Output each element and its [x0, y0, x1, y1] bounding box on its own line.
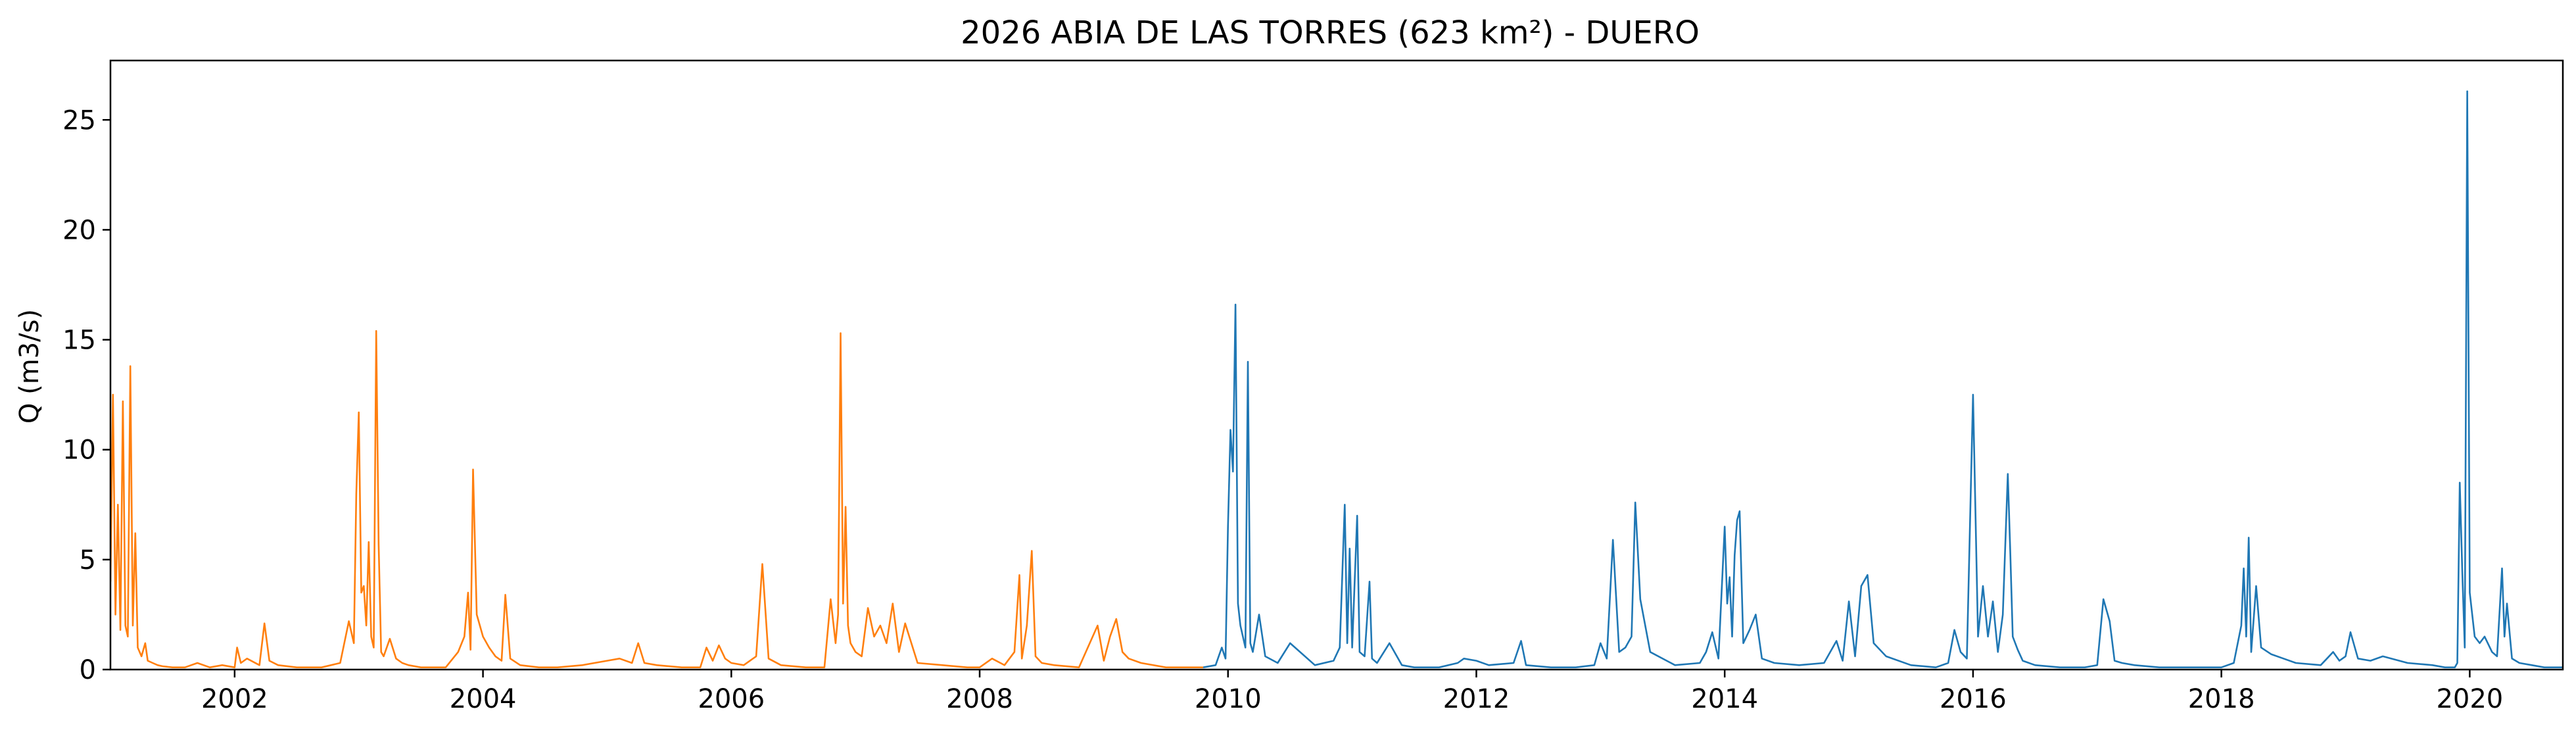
- x-tick-label: 2018: [2188, 684, 2255, 714]
- x-tick-label: 2008: [946, 684, 1013, 714]
- y-tick-label: 0: [80, 655, 96, 685]
- x-tick-label: 2004: [450, 684, 517, 714]
- x-axis: 2002 2004 2006 2008 2010 2012 2014 2016 2018 2020: [201, 670, 2503, 714]
- y-tick-label: 20: [62, 215, 96, 245]
- x-tick-label: 2002: [201, 684, 268, 714]
- x-tick-label: 2006: [698, 684, 765, 714]
- series-group: [110, 90, 2563, 668]
- x-tick-label: 2014: [1691, 684, 1758, 714]
- x-tick-label: 2016: [1940, 684, 2007, 714]
- plot-area: [109, 59, 2564, 671]
- series-line-1: [1203, 90, 2563, 668]
- y-tick-label: 15: [62, 326, 96, 356]
- y-axis-label: Q (m3/s): [14, 309, 45, 424]
- x-tick-label: 2010: [1195, 684, 1262, 714]
- x-tick-label: 2012: [1443, 684, 1510, 714]
- y-tick-label: 10: [62, 435, 96, 466]
- x-tick-label: 2020: [2436, 684, 2503, 714]
- chart-title: 2026 ABIA DE LAS TORRES (623 km²) - DUER…: [961, 14, 1700, 51]
- y-tick-label: 25: [62, 105, 96, 135]
- series-line-0: [110, 330, 1203, 668]
- y-axis: 0 5 10 15 20 25: [62, 105, 110, 685]
- plot-frame: [109, 59, 2564, 671]
- y-tick-label: 5: [80, 545, 96, 575]
